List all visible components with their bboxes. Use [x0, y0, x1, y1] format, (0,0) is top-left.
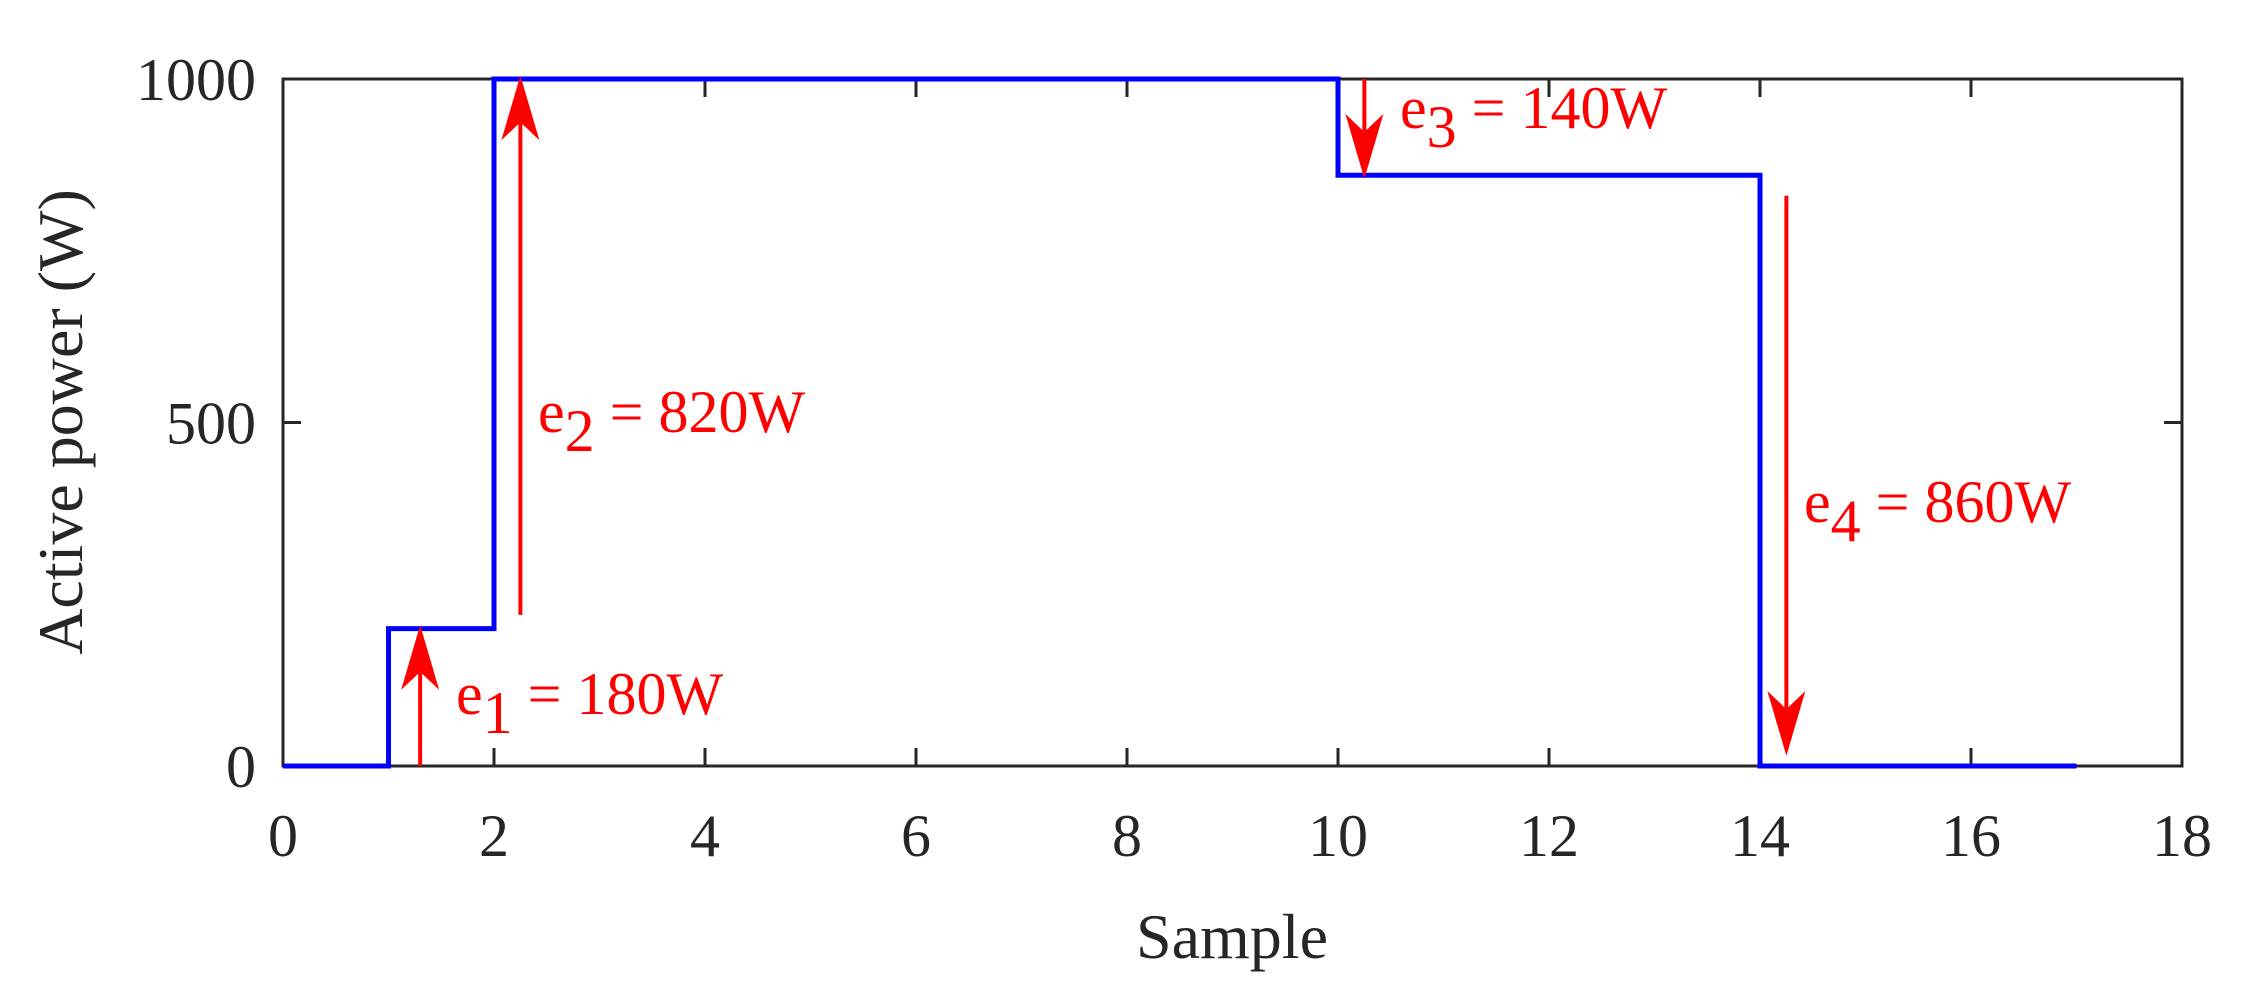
x-axis-label: Sample: [1136, 901, 1328, 972]
annotation-arrow-head: [501, 75, 540, 141]
y-tick-label: 1000: [136, 47, 256, 113]
y-tick-label: 500: [166, 391, 256, 457]
annotation-e1: e1 = 180W: [401, 625, 723, 766]
x-tick-label: 12: [1519, 803, 1579, 869]
annotation-label: e2 = 820W: [538, 379, 805, 464]
plot-area: [281, 77, 2184, 768]
annotations-layer: e1 = 180W e2 = 820W e3 = 140W e4 = 860W: [401, 75, 2071, 766]
axis-tick-labels: 0 2 4 6 8 10 12 14 16 18 0 500 1000: [136, 47, 2212, 869]
annotation-arrow-head: [401, 625, 440, 690]
y-tick-label: 0: [226, 734, 256, 800]
x-tick-label: 6: [901, 803, 931, 869]
annotation-label: e3 = 140W: [1400, 75, 1667, 160]
series-line: [283, 76, 2077, 769]
x-tick-label: 2: [479, 803, 509, 869]
annotation-e2: e2 = 820W: [501, 75, 805, 615]
x-tick-label: 8: [1112, 803, 1142, 869]
annotation-e3: e3 = 140W: [1345, 75, 1667, 179]
y-axis-label: Active power (W): [25, 189, 96, 655]
series-layer: [283, 76, 2077, 769]
annotation-label: e1 = 180W: [456, 661, 723, 746]
annotation-arrow-head: [1767, 690, 1806, 756]
x-tick-label: 0: [268, 803, 298, 869]
x-tick-label: 16: [1941, 803, 2001, 869]
x-tick-label: 18: [2152, 803, 2212, 869]
x-tick-label: 10: [1308, 803, 1368, 869]
annotation-e4: e4 = 860W: [1767, 195, 2071, 756]
annotation-label: e4 = 860W: [1804, 469, 2071, 554]
annotation-arrow-head: [1345, 113, 1384, 179]
x-tick-label: 14: [1730, 803, 1790, 869]
x-tick-label: 4: [690, 803, 720, 869]
